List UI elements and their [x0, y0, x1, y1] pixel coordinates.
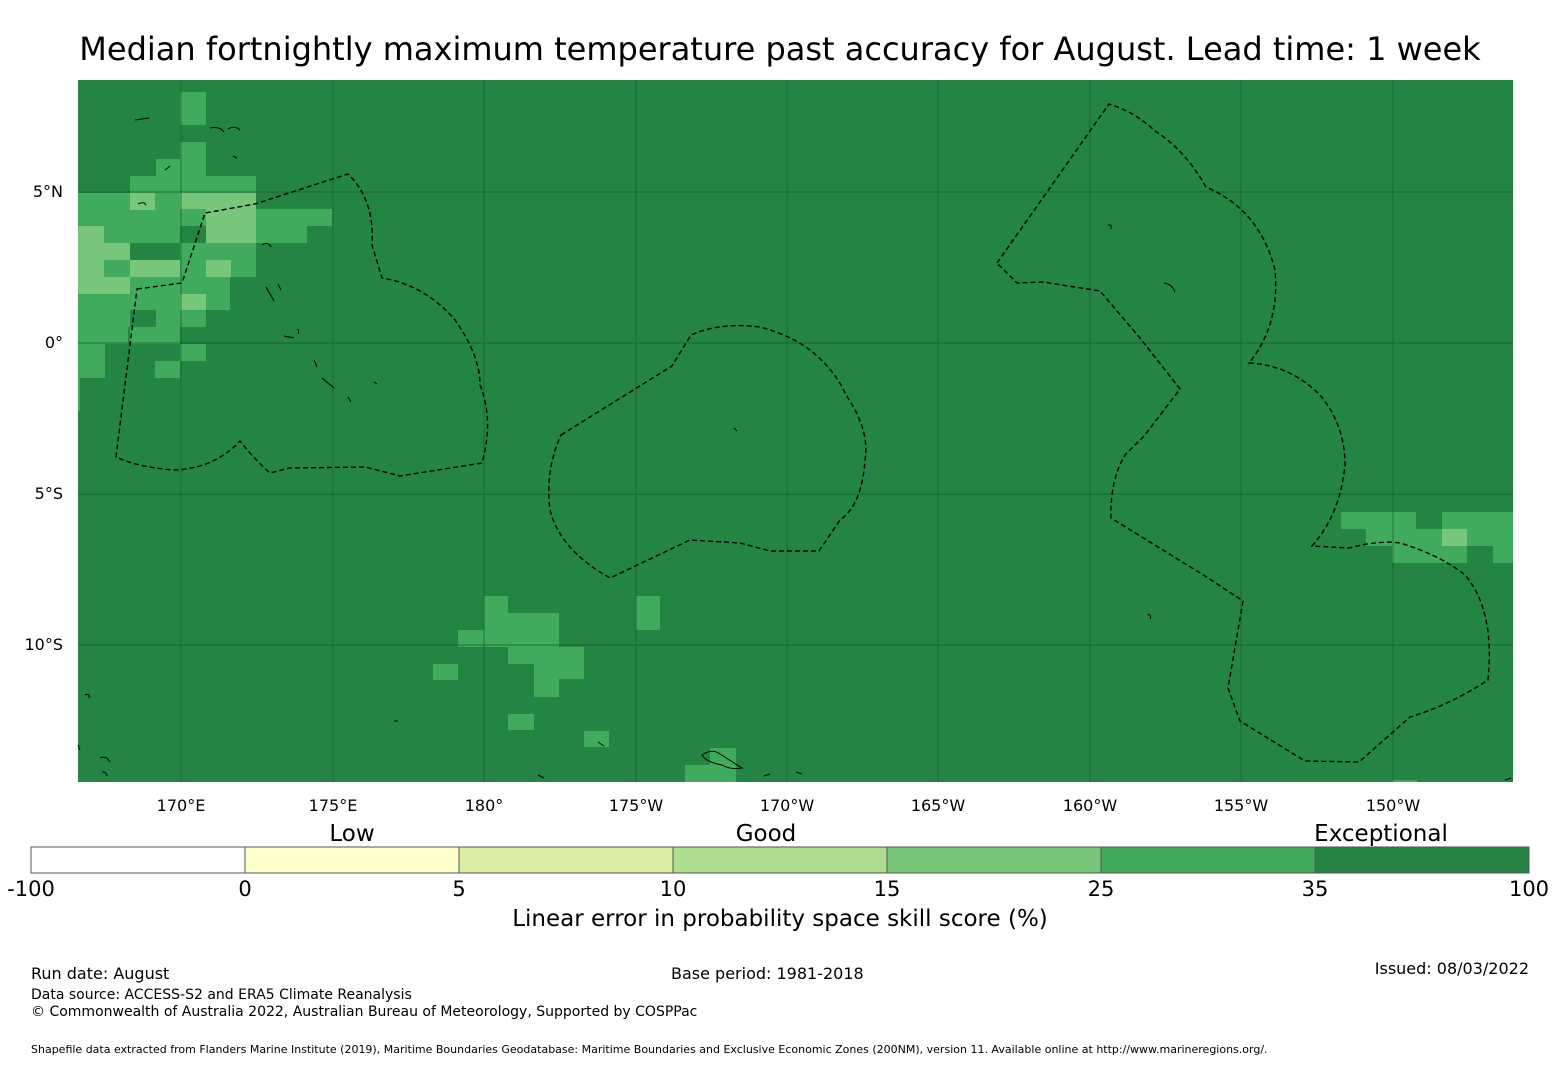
lat-tick-labels: 5°N 0° 5°S 10°S	[24, 182, 63, 654]
lon-tick: 175°E	[309, 796, 358, 815]
colorbar-segment	[1314, 846, 1530, 874]
lat-tick: 5°S	[35, 484, 63, 503]
boundary-label: 15	[874, 877, 901, 901]
boundary-label: 5	[452, 877, 465, 901]
colorbar-segment	[886, 846, 1102, 874]
eez-boundaries	[115, 103, 1491, 763]
run-date: Run date: August	[31, 964, 170, 983]
colorbar-segment	[1100, 846, 1316, 874]
eez-kiribati-gilberts	[115, 173, 489, 477]
base-period: Base period: 1981-2018	[671, 964, 864, 983]
boundary-label: 0	[238, 877, 251, 901]
lat-tick: 0°	[45, 333, 63, 352]
lon-tick: 155°W	[1214, 796, 1269, 815]
colorbar-boundaries: -100 0 5 10 15 25 35 100	[7, 877, 1549, 901]
boundary-label: -100	[7, 877, 55, 901]
category-exceptional: Exceptional	[1314, 821, 1448, 847]
graticule	[78, 80, 1513, 782]
lon-tick: 170°W	[760, 796, 815, 815]
category-low: Low	[329, 821, 374, 847]
lon-tick: 180°	[465, 796, 504, 815]
colorbar-segment	[30, 846, 246, 874]
eez-kiribati-line	[996, 103, 1491, 763]
lon-tick: 160°W	[1063, 796, 1118, 815]
colorbar-categories: Low Good Exceptional	[329, 821, 1447, 847]
eez-tokelau	[548, 324, 867, 579]
skill-cells-25-35	[78, 92, 1513, 782]
issued-date: Issued: 08/03/2022	[1374, 959, 1529, 978]
copyright: © Commonwealth of Australia 2022, Austra…	[31, 1004, 698, 1020]
colorbar-segment	[458, 846, 674, 874]
shapefile-credit: Shapefile data extracted from Flanders M…	[31, 1043, 1268, 1056]
skill-cells-15-25	[78, 193, 1467, 546]
colorbar-segment	[672, 846, 888, 874]
lon-tick: 150°W	[1366, 796, 1421, 815]
lon-tick-labels: 170°E 175°E 180° 175°W 170°W 165°W 160°W…	[157, 796, 1421, 815]
boundary-label: 10	[660, 877, 687, 901]
lon-tick: 170°E	[157, 796, 206, 815]
map-background	[78, 80, 1513, 782]
colorbar	[30, 846, 1530, 874]
lat-tick: 10°S	[24, 635, 63, 654]
boundary-label: 100	[1509, 877, 1549, 901]
boundary-label: 25	[1088, 877, 1115, 901]
boundary-label: 35	[1302, 877, 1329, 901]
colorbar-label: Linear error in probability space skill …	[512, 906, 1048, 932]
island-outlines	[77, 117, 1512, 781]
category-good: Good	[736, 821, 797, 847]
colorbar-segment	[244, 846, 460, 874]
lon-tick: 165°W	[911, 796, 966, 815]
data-source: Data source: ACCESS-S2 and ERA5 Climate …	[31, 987, 412, 1003]
map-title: Median fortnightly maximum temperature p…	[79, 30, 1481, 68]
lat-tick: 5°N	[33, 182, 63, 201]
lon-tick: 175°W	[609, 796, 664, 815]
